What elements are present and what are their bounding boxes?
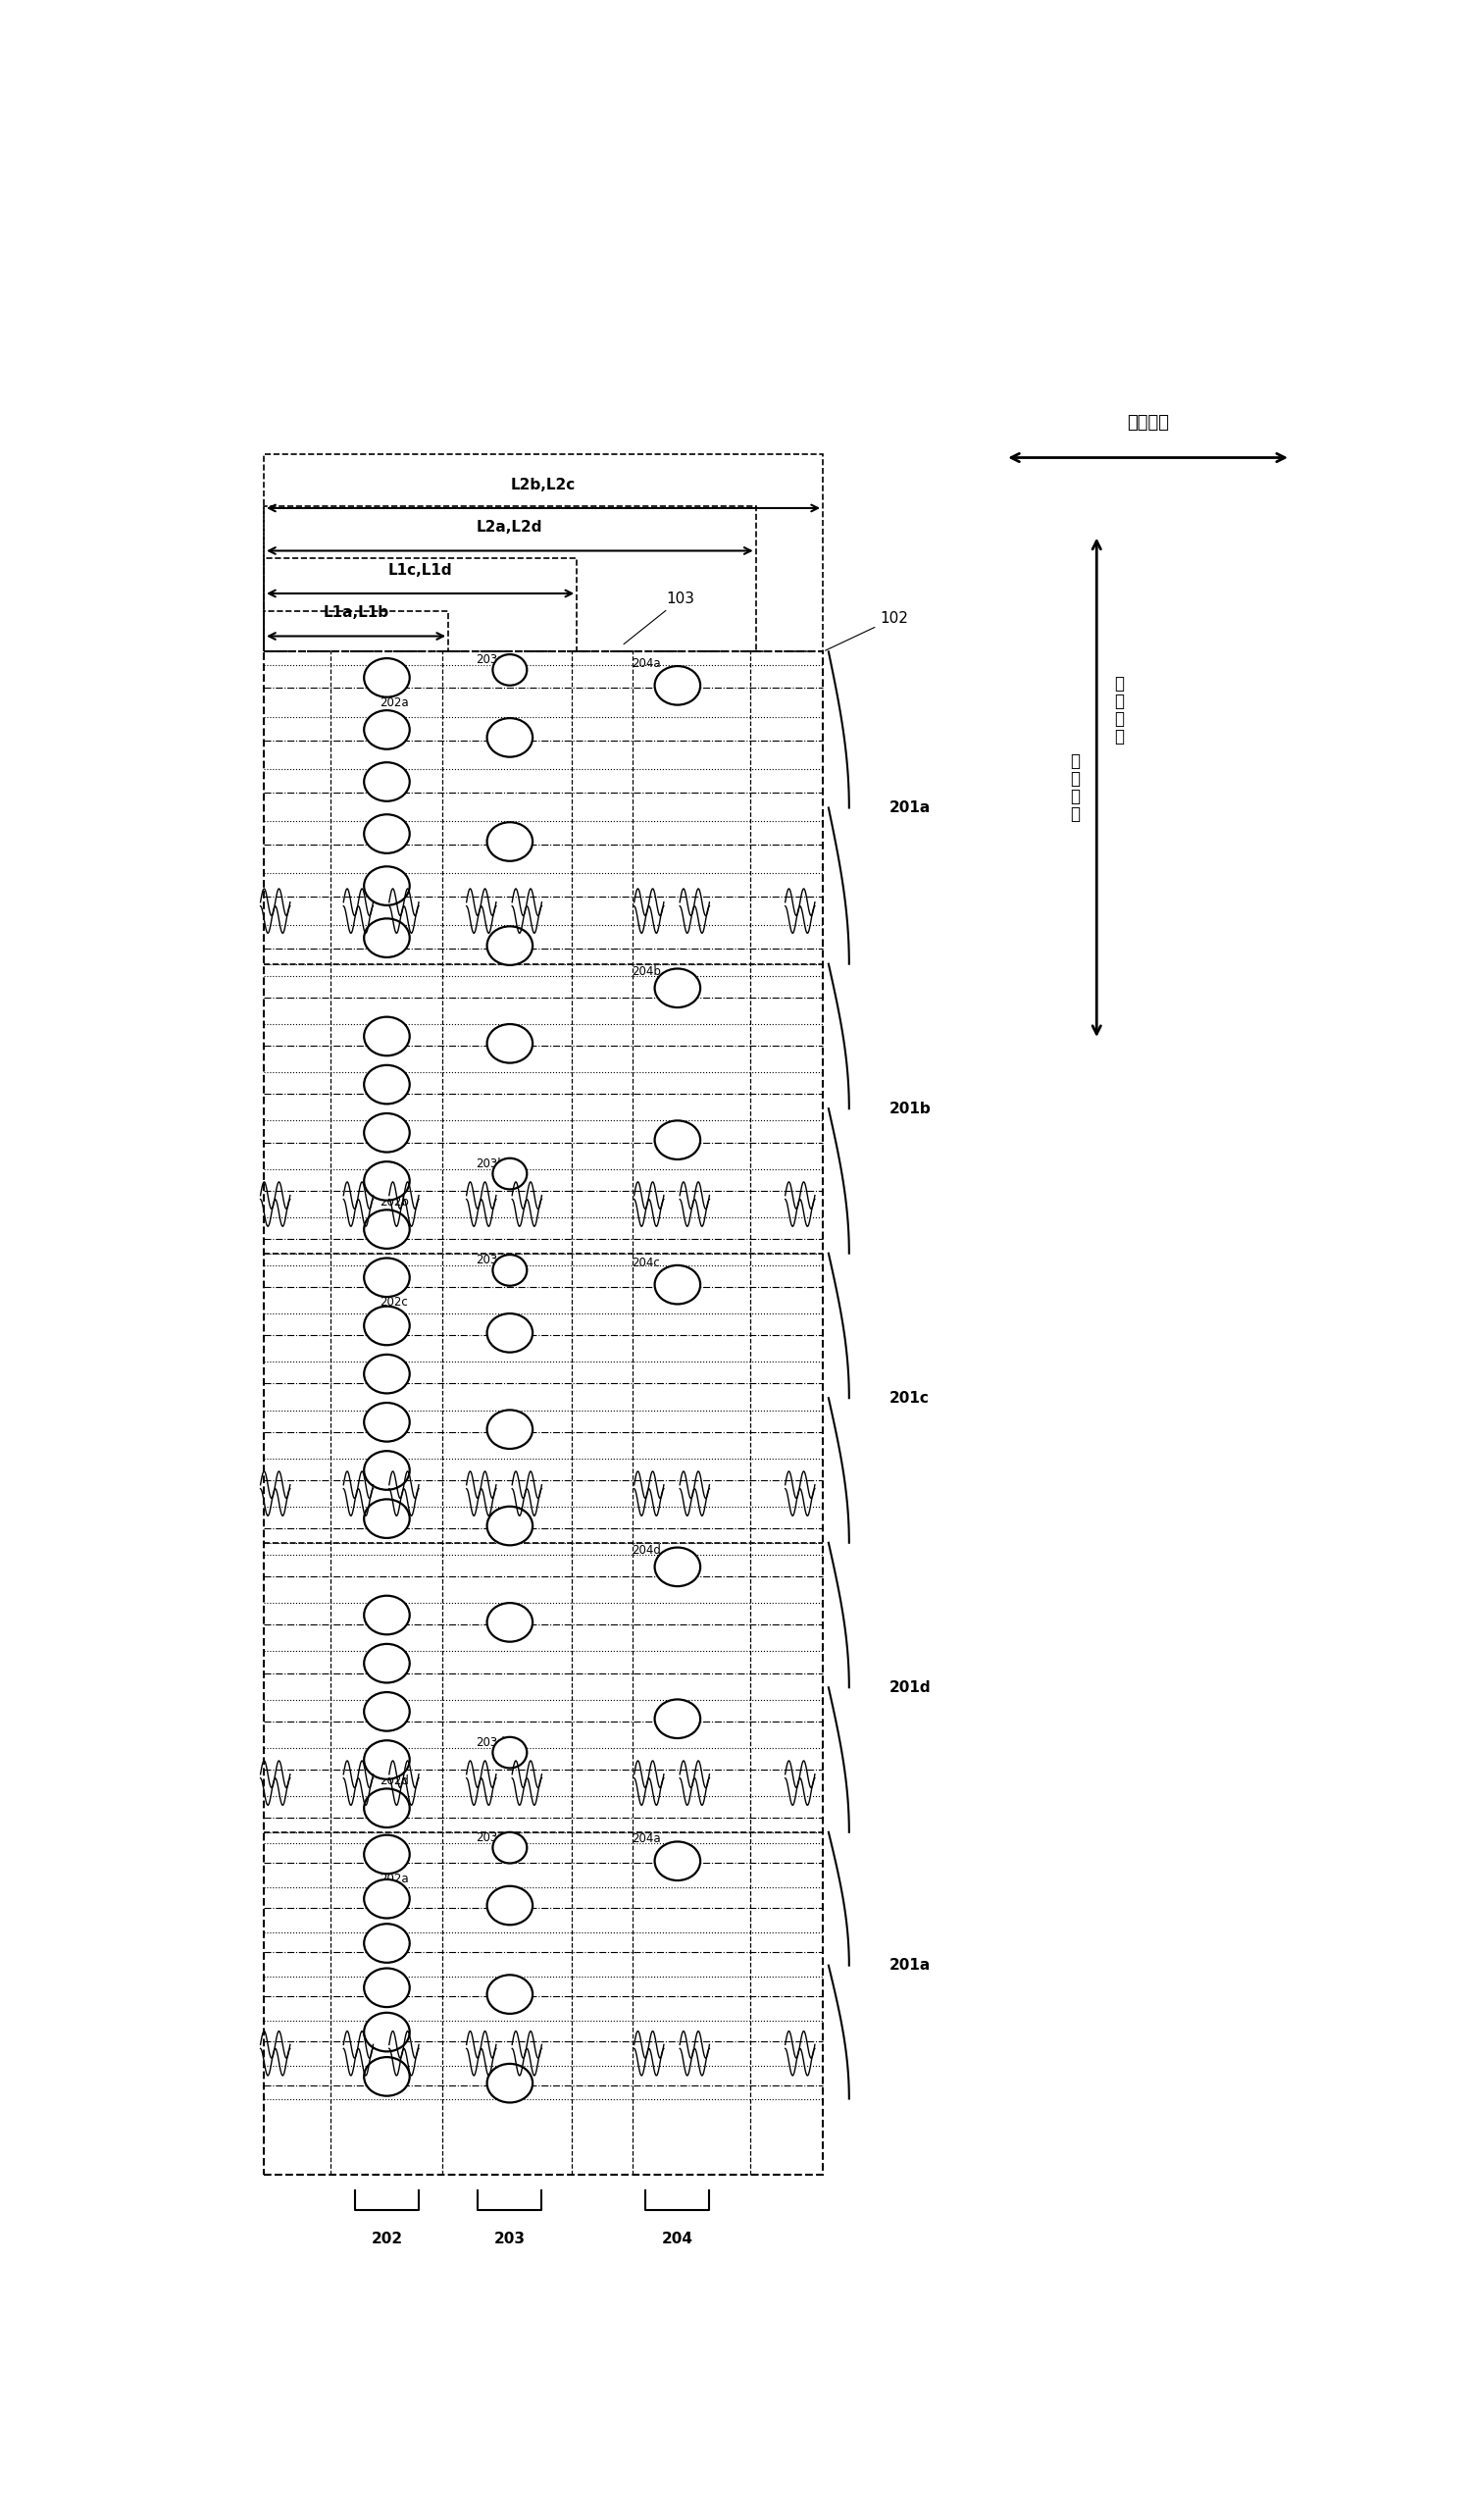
Ellipse shape xyxy=(364,814,409,854)
Text: 203c: 203c xyxy=(475,1252,503,1268)
Ellipse shape xyxy=(364,1356,409,1394)
Ellipse shape xyxy=(487,2064,533,2102)
Ellipse shape xyxy=(364,1741,409,1779)
Text: 204: 204 xyxy=(662,2233,693,2245)
Ellipse shape xyxy=(364,1923,409,1963)
Ellipse shape xyxy=(364,711,409,748)
Ellipse shape xyxy=(655,1547,701,1585)
Text: 202a: 202a xyxy=(380,1872,409,1885)
Ellipse shape xyxy=(364,1968,409,2006)
Ellipse shape xyxy=(364,2013,409,2051)
Ellipse shape xyxy=(487,1313,533,1353)
Text: 103: 103 xyxy=(624,592,695,645)
Text: L2a,L2d: L2a,L2d xyxy=(477,519,543,534)
Ellipse shape xyxy=(493,655,527,685)
Text: 203: 203 xyxy=(495,2233,526,2245)
Bar xyxy=(263,454,823,653)
Ellipse shape xyxy=(493,1255,527,1285)
Bar xyxy=(263,653,823,2175)
Ellipse shape xyxy=(493,1832,527,1862)
Text: 202d: 202d xyxy=(380,1774,409,1787)
Bar xyxy=(263,507,755,653)
Ellipse shape xyxy=(364,658,409,698)
Text: 201d: 201d xyxy=(889,1681,930,1696)
Text: L2b,L2c: L2b,L2c xyxy=(511,476,576,491)
Text: 203d: 203d xyxy=(475,1736,505,1749)
Text: 外
环
方
向: 外 环 方 向 xyxy=(1114,675,1123,746)
Text: 202b: 202b xyxy=(380,1194,409,1207)
Text: 203a: 203a xyxy=(475,1832,505,1845)
Ellipse shape xyxy=(364,1691,409,1731)
Ellipse shape xyxy=(487,718,533,756)
Ellipse shape xyxy=(487,1885,533,1925)
Text: 102: 102 xyxy=(826,610,908,650)
Ellipse shape xyxy=(364,1835,409,1875)
Ellipse shape xyxy=(487,927,533,965)
Text: 204c: 204c xyxy=(631,1257,659,1270)
Ellipse shape xyxy=(487,1976,533,2013)
Ellipse shape xyxy=(364,1789,409,1827)
Text: 201b: 201b xyxy=(889,1101,930,1116)
Ellipse shape xyxy=(487,822,533,862)
Text: 202: 202 xyxy=(371,2233,402,2245)
Ellipse shape xyxy=(364,917,409,958)
Ellipse shape xyxy=(655,1121,701,1159)
Ellipse shape xyxy=(493,1159,527,1189)
Text: 203a: 203a xyxy=(475,653,505,665)
Ellipse shape xyxy=(364,1499,409,1537)
Text: 204a: 204a xyxy=(631,1832,661,1845)
Ellipse shape xyxy=(364,1210,409,1247)
Ellipse shape xyxy=(655,1842,701,1880)
Text: 204a: 204a xyxy=(631,658,661,670)
Bar xyxy=(263,610,449,653)
Ellipse shape xyxy=(487,1411,533,1449)
Ellipse shape xyxy=(364,1305,409,1346)
Text: L1c,L1d: L1c,L1d xyxy=(389,562,452,577)
Ellipse shape xyxy=(364,1880,409,1918)
Ellipse shape xyxy=(364,1643,409,1683)
Text: 光
盘
径
向: 光 盘 径 向 xyxy=(1070,751,1079,824)
Text: 201a: 201a xyxy=(889,1958,930,1973)
Text: 201a: 201a xyxy=(889,801,930,814)
Text: 204d: 204d xyxy=(631,1545,661,1557)
Text: 202a: 202a xyxy=(380,696,409,708)
Ellipse shape xyxy=(364,1452,409,1489)
Ellipse shape xyxy=(493,1736,527,1769)
Ellipse shape xyxy=(655,665,701,706)
Bar xyxy=(263,559,577,653)
Ellipse shape xyxy=(655,1698,701,1739)
Ellipse shape xyxy=(364,1066,409,1104)
Text: 201c: 201c xyxy=(889,1391,929,1406)
Ellipse shape xyxy=(487,1603,533,1641)
Ellipse shape xyxy=(364,1404,409,1441)
Text: 203b: 203b xyxy=(475,1157,505,1169)
Ellipse shape xyxy=(655,968,701,1008)
Text: 光盘环向: 光盘环向 xyxy=(1128,413,1169,431)
Ellipse shape xyxy=(487,1507,533,1545)
Ellipse shape xyxy=(364,764,409,801)
Ellipse shape xyxy=(364,867,409,905)
Ellipse shape xyxy=(655,1265,701,1303)
Ellipse shape xyxy=(487,1023,533,1063)
Ellipse shape xyxy=(364,1162,409,1200)
Ellipse shape xyxy=(364,1257,409,1298)
Ellipse shape xyxy=(364,1595,409,1635)
Text: L1a,L1b: L1a,L1b xyxy=(324,605,389,620)
Text: 202c: 202c xyxy=(380,1295,408,1308)
Ellipse shape xyxy=(364,1114,409,1152)
Ellipse shape xyxy=(364,2056,409,2097)
Ellipse shape xyxy=(364,1018,409,1056)
Text: 204b: 204b xyxy=(631,965,661,978)
